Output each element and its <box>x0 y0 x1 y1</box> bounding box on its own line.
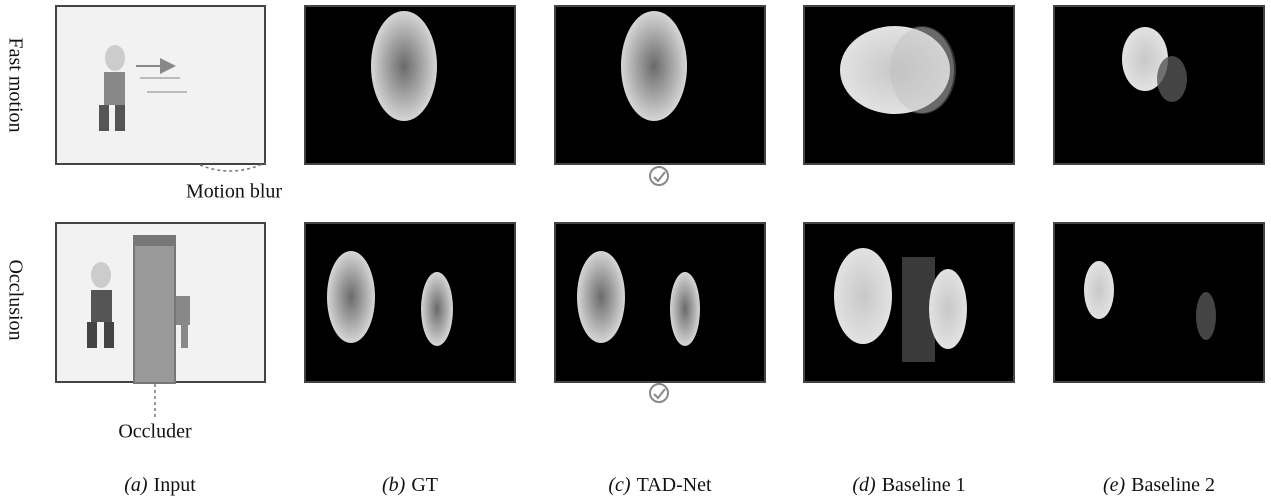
annotation: Motion blur <box>186 181 282 203</box>
caption-label: TAD-Net <box>637 474 712 496</box>
caption-label: Input <box>154 474 197 496</box>
caption-label: Baseline 2 <box>1131 474 1215 496</box>
caption-tag: (d) <box>852 474 876 496</box>
input-panel <box>55 222 266 418</box>
annotation: Occluder <box>118 421 192 443</box>
row-label: Fast motion <box>4 37 26 132</box>
column-caption: (d) Baseline 1 <box>852 474 965 496</box>
caption-tag: (a) <box>124 474 148 496</box>
output-panels <box>304 5 1265 186</box>
caption-tag: (e) <box>1103 474 1126 496</box>
caption-label: Baseline 1 <box>882 474 966 496</box>
output-panels <box>304 222 1265 403</box>
caption-tag: (c) <box>608 474 631 496</box>
column-caption: (b) GT <box>382 474 438 496</box>
input-panel <box>55 5 266 172</box>
caption-label: GT <box>411 474 438 496</box>
column-caption: (e) Baseline 2 <box>1103 474 1215 496</box>
column-caption: (c) TAD-Net <box>608 474 712 496</box>
caption-tag: (b) <box>382 474 406 496</box>
row-label: Occlusion <box>4 259 26 340</box>
column-caption: (a) Input <box>124 474 196 496</box>
